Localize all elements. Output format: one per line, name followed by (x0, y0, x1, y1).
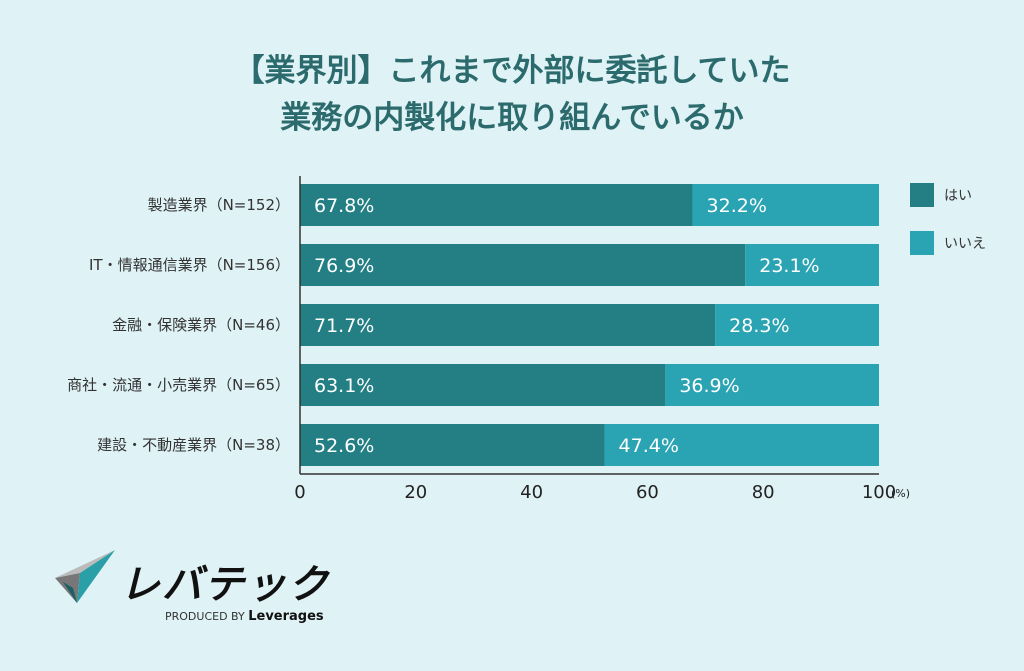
chart-title: 【業界別】これまで外部に委託していた 業務の内製化に取り組んでいるか (0, 48, 1024, 142)
x-unit-label: (%) (891, 487, 910, 500)
bar-yes (300, 244, 746, 286)
data-label: 71.7% (314, 315, 374, 337)
logo-produced-by: PRODUCED BY (165, 610, 245, 623)
logo-brand: Leverages (248, 609, 324, 624)
bar-yes (300, 304, 716, 346)
x-tick-label: 20 (404, 482, 427, 503)
data-label: 32.2% (707, 195, 767, 217)
data-label: 63.1% (314, 375, 374, 397)
data-label: 23.1% (759, 255, 819, 277)
data-label: 28.3% (729, 315, 789, 337)
category-label: 金融・保険業界（N=46） (112, 316, 290, 334)
x-tick-label: 100 (862, 482, 896, 503)
x-tick-label: 60 (636, 482, 659, 503)
data-label: 52.6% (314, 435, 374, 457)
data-label: 67.8% (314, 195, 374, 217)
logo-wordmark: レバテック (120, 562, 330, 608)
bar-no (604, 424, 879, 466)
bar-no (715, 304, 879, 346)
category-label: 商社・流通・小売業界（N=65） (67, 376, 290, 394)
x-tick-label: 80 (752, 482, 775, 503)
x-tick-label: 40 (520, 482, 543, 503)
bar-yes (300, 424, 605, 466)
title-line-2: 業務の内製化に取り組んでいるか (280, 100, 744, 136)
legend-swatch (910, 231, 934, 255)
legend-label: いいえ (944, 236, 986, 252)
category-label: IT・情報通信業界（N=156） (89, 256, 290, 274)
bar-no (692, 184, 879, 226)
logo-tagline: PRODUCED BY Leverages (165, 609, 324, 624)
legend-label: はい (944, 188, 972, 204)
category-label: 製造業界（N=152） (148, 196, 290, 214)
x-tick-label: 0 (294, 482, 305, 503)
legend-swatch (910, 183, 934, 207)
data-label: 76.9% (314, 255, 374, 277)
data-label: 36.9% (679, 375, 739, 397)
bar-yes (300, 364, 666, 406)
category-label: 建設・不動産業界（N=38） (97, 436, 290, 454)
bar-no (665, 364, 879, 406)
data-label: 47.4% (619, 435, 679, 457)
bar-yes (300, 184, 693, 226)
levtech-logo-icon (55, 550, 115, 603)
title-line-1: 【業界別】これまで外部に委託していた (233, 53, 791, 89)
bar-no (745, 244, 879, 286)
